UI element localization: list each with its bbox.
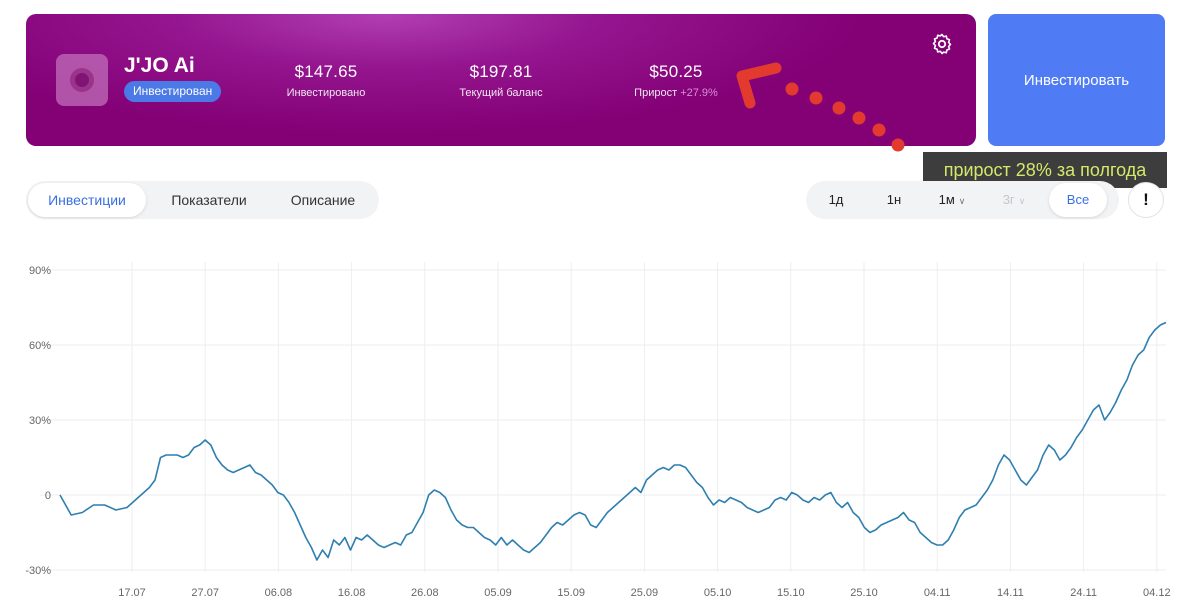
tab-indicators[interactable]: Показатели — [171, 192, 247, 208]
balance-value: $197.81 — [469, 62, 533, 81]
tab-description[interactable]: Описание — [290, 192, 356, 208]
chart-grid — [40, 262, 1166, 572]
status-badge: Инвестирован — [124, 81, 222, 102]
chevron-down-icon: ∨ — [958, 196, 966, 206]
invest-button[interactable]: Инвестировать — [988, 14, 1165, 146]
invested-label: Инвестировано — [286, 87, 366, 99]
x-tick-label: 14.11 — [997, 587, 1024, 599]
stat-invested: $147.65 Инвестировано — [276, 62, 376, 99]
x-tick-label: 27.07 — [191, 587, 219, 599]
range-1w[interactable]: 1н — [886, 192, 902, 207]
range-1m[interactable]: 1м ∨ — [930, 181, 974, 219]
x-tick-label: 15.10 — [777, 587, 805, 599]
x-tick-label: 04.11 — [924, 587, 951, 599]
series-line-investments — [59, 321, 1167, 561]
range-selector: 1д 1н 1м ∨ 3г ∨ Все — [806, 181, 1119, 219]
range-all[interactable]: Все — [1049, 183, 1107, 217]
growth-percent: +27.9% — [680, 87, 718, 99]
range-1d[interactable]: 1д — [828, 192, 844, 207]
alert-button[interactable]: ! — [1128, 182, 1164, 218]
investment-chart[interactable]: -30% 0 30% 60% 90% 17.07 27.07 06.08 16.08 26.08… — [0, 250, 1200, 607]
settings-gear-icon[interactable] — [930, 32, 954, 56]
bot-logo — [56, 54, 108, 106]
range-1m-label: 1м — [938, 192, 955, 207]
view-tabs: Инвестиции Показатели Описание — [26, 181, 379, 219]
invested-value: $147.65 — [294, 62, 358, 81]
y-tick-label: 90% — [29, 265, 51, 277]
range-3y[interactable]: 3г ∨ — [992, 181, 1036, 219]
x-tick-label: 25.09 — [631, 587, 659, 599]
growth-value: $50.25 — [649, 62, 703, 81]
y-tick-label: 30% — [29, 415, 51, 427]
y-tick-label: 60% — [29, 340, 51, 352]
x-tick-label: 06.08 — [265, 587, 293, 599]
x-tick-label: 24.11 — [1070, 587, 1097, 599]
x-axis-labels: 17.07 27.07 06.08 16.08 26.08 05.09 15.09 25.09… — [118, 587, 1170, 599]
stat-balance: $197.81 Текущий баланс — [446, 62, 556, 99]
y-tick-label: 0 — [45, 490, 51, 502]
x-tick-label: 17.07 — [118, 587, 146, 599]
bot-summary-banner: J'JO Ai Инвестирован $147.65 Инвестирова… — [26, 14, 976, 146]
y-tick-label: -30% — [25, 565, 51, 577]
x-tick-label: 26.08 — [411, 587, 439, 599]
x-tick-label: 05.09 — [484, 587, 512, 599]
growth-label: Прирост — [634, 87, 678, 99]
bot-name: J'JO Ai — [124, 54, 195, 77]
stat-growth: $50.25 Прирост +27.9% — [626, 62, 726, 99]
bot-logo-icon — [70, 68, 94, 92]
tab-investments[interactable]: Инвестиции — [28, 183, 146, 217]
chevron-down-icon: ∨ — [1018, 196, 1026, 206]
x-tick-label: 04.12 — [1143, 587, 1171, 599]
y-axis-labels: -30% 0 30% 60% 90% — [25, 265, 51, 577]
range-3y-label: 3г — [1002, 192, 1015, 207]
x-tick-label: 15.09 — [557, 587, 585, 599]
x-tick-label: 05.10 — [704, 587, 732, 599]
balance-label: Текущий баланс — [459, 87, 543, 99]
x-tick-label: 25.10 — [850, 587, 878, 599]
growth-label-row: Прирост +27.9% — [626, 87, 726, 99]
x-tick-label: 16.08 — [338, 587, 366, 599]
